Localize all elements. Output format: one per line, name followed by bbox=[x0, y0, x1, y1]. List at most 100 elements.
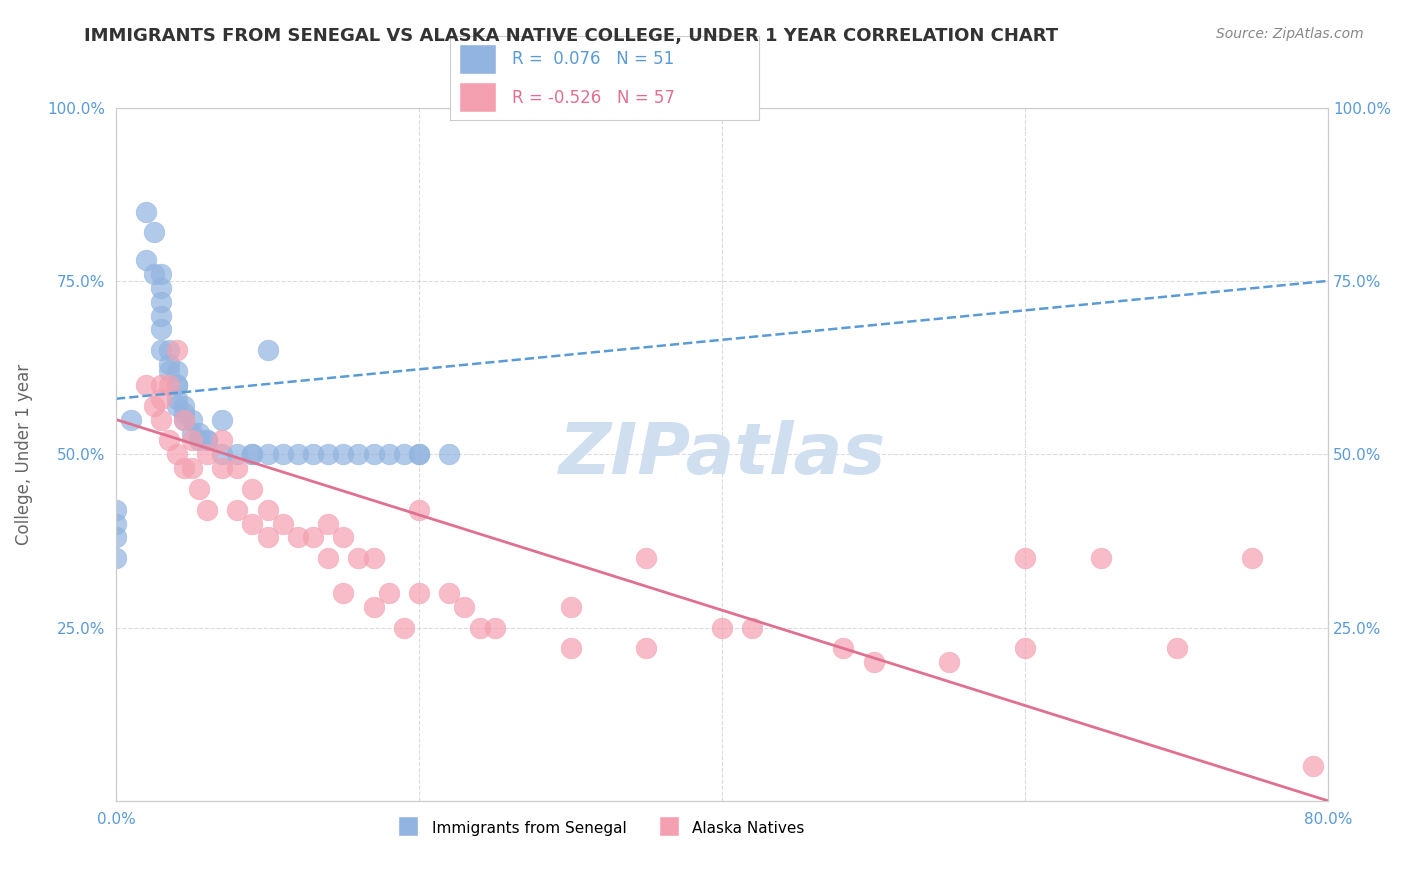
Point bbox=[211, 412, 233, 426]
Point bbox=[166, 343, 188, 358]
Point bbox=[363, 447, 385, 461]
Point bbox=[316, 551, 339, 566]
Point bbox=[332, 447, 354, 461]
Point bbox=[302, 447, 325, 461]
Point bbox=[105, 516, 128, 531]
Text: R =  0.076   N = 51: R = 0.076 N = 51 bbox=[512, 51, 673, 69]
Point bbox=[392, 621, 415, 635]
Point bbox=[180, 461, 202, 475]
Point bbox=[166, 392, 188, 406]
Bar bbox=[460, 44, 496, 74]
Point bbox=[1014, 551, 1036, 566]
Point bbox=[408, 447, 430, 461]
Point bbox=[166, 377, 188, 392]
Point bbox=[150, 322, 173, 336]
Point bbox=[150, 294, 173, 309]
Point bbox=[226, 502, 249, 516]
Point bbox=[195, 502, 218, 516]
Point bbox=[316, 516, 339, 531]
Text: R = -0.526   N = 57: R = -0.526 N = 57 bbox=[512, 88, 675, 106]
Point bbox=[741, 621, 763, 635]
Point bbox=[105, 502, 128, 516]
Point bbox=[332, 530, 354, 544]
Point bbox=[1014, 641, 1036, 656]
Point bbox=[180, 426, 202, 441]
Bar bbox=[460, 82, 496, 112]
Point bbox=[332, 586, 354, 600]
Point bbox=[150, 281, 173, 295]
Point bbox=[180, 412, 202, 426]
Point bbox=[1090, 551, 1112, 566]
Point bbox=[188, 434, 211, 448]
Point bbox=[862, 655, 884, 669]
Point bbox=[287, 530, 309, 544]
Point bbox=[453, 599, 475, 614]
Y-axis label: College, Under 1 year: College, Under 1 year bbox=[15, 364, 32, 545]
Legend: Immigrants from Senegal, Alaska Natives: Immigrants from Senegal, Alaska Natives bbox=[391, 814, 811, 842]
Point bbox=[173, 412, 195, 426]
Point bbox=[157, 377, 180, 392]
Point bbox=[363, 551, 385, 566]
Point bbox=[256, 447, 278, 461]
Point bbox=[211, 447, 233, 461]
Point bbox=[636, 641, 658, 656]
Point bbox=[347, 447, 370, 461]
Point bbox=[166, 377, 188, 392]
Point bbox=[195, 434, 218, 448]
Point bbox=[468, 621, 491, 635]
Point bbox=[157, 364, 180, 378]
Point bbox=[105, 530, 128, 544]
Point bbox=[439, 447, 461, 461]
Point bbox=[377, 447, 399, 461]
Point bbox=[1302, 759, 1324, 773]
Point bbox=[408, 586, 430, 600]
Point bbox=[560, 599, 582, 614]
Point bbox=[166, 399, 188, 413]
Point bbox=[166, 364, 188, 378]
Point bbox=[226, 461, 249, 475]
Point bbox=[938, 655, 960, 669]
Point bbox=[180, 434, 202, 448]
Point bbox=[105, 551, 128, 566]
Point bbox=[316, 447, 339, 461]
Point bbox=[240, 516, 263, 531]
Point bbox=[363, 599, 385, 614]
Text: ZIPatlas: ZIPatlas bbox=[558, 420, 886, 489]
Point bbox=[1241, 551, 1264, 566]
Point bbox=[142, 225, 165, 239]
Point bbox=[302, 530, 325, 544]
Point bbox=[120, 412, 142, 426]
Point bbox=[1166, 641, 1188, 656]
Point bbox=[173, 461, 195, 475]
Point bbox=[408, 502, 430, 516]
Point bbox=[636, 551, 658, 566]
Point bbox=[150, 412, 173, 426]
Text: Source: ZipAtlas.com: Source: ZipAtlas.com bbox=[1216, 27, 1364, 41]
Point bbox=[377, 586, 399, 600]
Point bbox=[408, 447, 430, 461]
Point bbox=[347, 551, 370, 566]
Point bbox=[287, 447, 309, 461]
Point bbox=[392, 447, 415, 461]
Point bbox=[173, 399, 195, 413]
Point bbox=[135, 253, 157, 268]
Point bbox=[711, 621, 734, 635]
Point bbox=[271, 516, 294, 531]
Point bbox=[240, 482, 263, 496]
Point bbox=[256, 502, 278, 516]
Point bbox=[188, 426, 211, 441]
Point bbox=[150, 377, 173, 392]
Point bbox=[560, 641, 582, 656]
Point bbox=[157, 357, 180, 371]
Point bbox=[157, 434, 180, 448]
Point bbox=[240, 447, 263, 461]
Point bbox=[135, 204, 157, 219]
Point bbox=[211, 434, 233, 448]
Point bbox=[240, 447, 263, 461]
Point bbox=[142, 267, 165, 281]
Point bbox=[173, 406, 195, 420]
Point bbox=[150, 392, 173, 406]
Point bbox=[157, 343, 180, 358]
Point bbox=[173, 412, 195, 426]
Point bbox=[226, 447, 249, 461]
